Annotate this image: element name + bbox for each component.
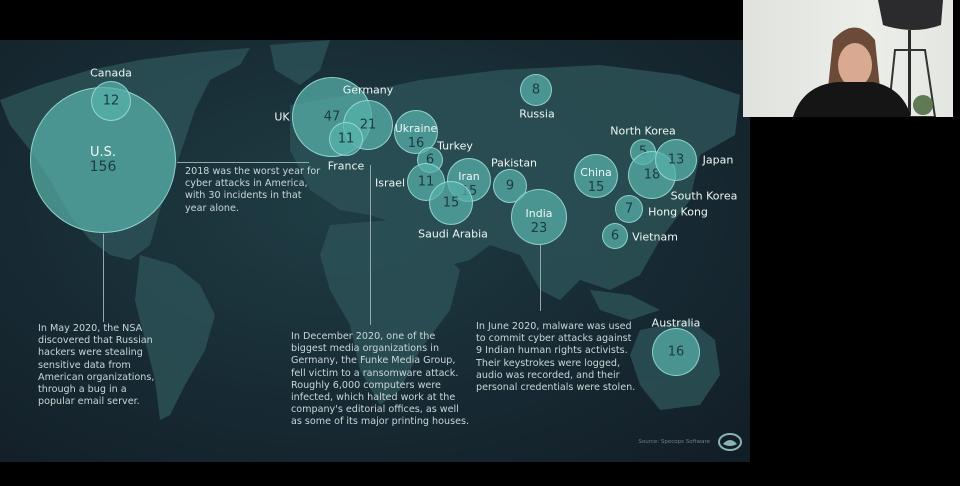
bubble-japan [655,139,697,181]
bubble-vietnam [602,223,628,249]
country-label-australia: Australia [651,316,701,330]
bubble-value-turkey: 6 [425,152,435,168]
country-label-russia: Russia [519,107,555,121]
bubble-value-japan: 13 [667,152,685,168]
bubble-value-russia: 8 [531,82,541,98]
bubble-value-hong-kong: 7 [624,201,634,217]
bubble-value-canada: 12 [102,93,120,109]
bubble-value-south-korea: 18 [643,167,661,183]
country-label-turkey: Turkey [437,139,473,153]
bubble-value-vietnam: 6 [610,228,620,244]
connector-line [540,245,541,311]
bubble-value-u-s-: U.S. 156 [90,145,117,175]
note-germany: In December 2020, one of the biggest med… [291,331,470,428]
country-label-uk: UK [274,110,290,124]
value-u-s-: 156 [89,159,117,175]
bubble-value-saudi-arabia: 15 [442,195,460,211]
presenter-video-frame [793,0,943,117]
bubble-ukraine [394,110,438,154]
country-label-vietnam: Vietnam [632,230,678,244]
bubble-france [329,122,363,156]
bubble-value-australia: 16 [667,344,685,360]
value-india: 23 [530,221,548,236]
value-ukraine: 16 [407,136,425,151]
country-label-u-s-: U.S. [89,145,117,160]
source-text: Source: Specops Software [638,439,710,445]
country-label-israel: Israel [374,176,406,190]
bubble-value-ukraine: Ukraine 16 [395,121,437,151]
connector-line [177,162,309,163]
note-us-2018: 2018 was the worst year for cyber attack… [185,166,321,214]
connector-line [103,234,104,322]
specops-logo-icon [718,433,742,451]
note-india: In June 2020, malware was used to commit… [476,321,636,394]
bubble-saudi-arabia [429,181,473,225]
webcam-video [743,0,953,117]
bubble-canada [91,81,131,121]
bubble-china [574,154,618,198]
country-label-iran: Iran [458,170,480,183]
value-china: 15 [587,180,605,195]
bubble-value-india: India 23 [526,206,553,236]
country-label-north-korea: North Korea [610,124,676,138]
connector-line [370,165,371,325]
bubble-hong-kong [615,195,643,223]
bubble-australia [652,328,700,376]
bubble-value-israel: 11 [417,174,435,190]
country-label-pakistan: Pakistan [490,156,538,170]
bubble-india [511,189,567,245]
bubble-value-china: China 15 [580,165,611,195]
country-label-japan: Japan [702,153,734,167]
country-label-south-korea: South Korea [670,189,738,203]
country-label-china: China [580,166,612,179]
country-label-saudi-arabia: Saudi Arabia [418,227,488,241]
country-label-germany: Germany [342,83,394,97]
note-nsa: In May 2020, the NSA discovered that Rus… [38,323,155,408]
bubble-value-uk: 47 [323,109,341,125]
slide: U.S. 156 Canada 12 UK 47 Germany 21 France 11 Ukra… [0,40,750,462]
country-label-canada: Canada [90,66,132,80]
bubble-russia [520,74,552,106]
bubble-value-germany: 21 [359,117,377,133]
country-label-hong-kong: Hong Kong [648,205,708,219]
country-label-india: India [525,207,553,220]
country-label-ukraine: Ukraine [394,122,438,135]
bubble-value-france: 11 [337,131,355,147]
bubble-value-pakistan: 9 [505,178,515,194]
country-label-france: France [327,159,365,173]
